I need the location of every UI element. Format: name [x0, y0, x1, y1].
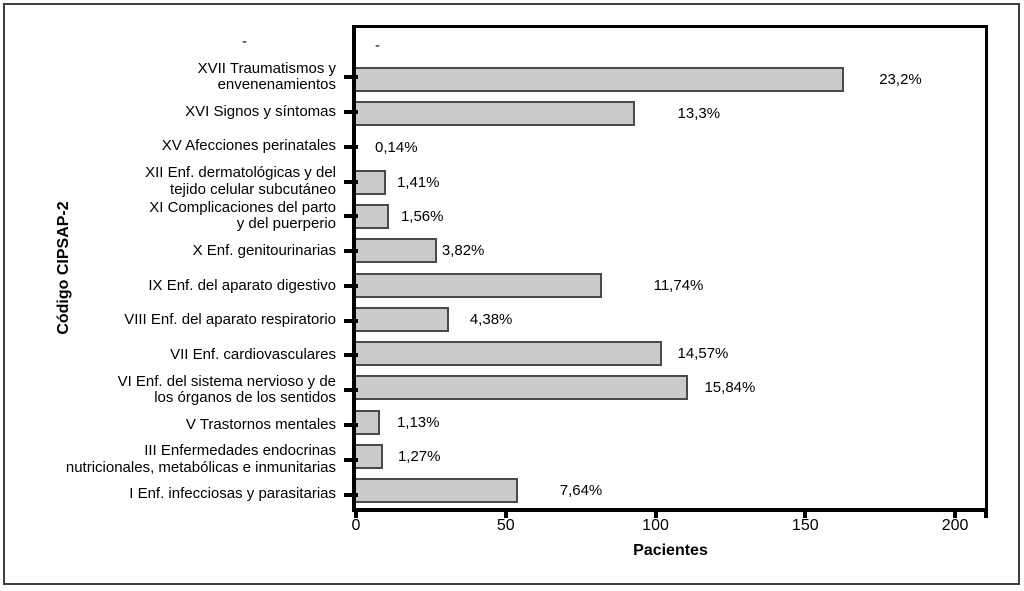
- bar-value-label: 14,57%: [677, 345, 729, 363]
- category-label: V Trastornos mentales: [185, 415, 336, 433]
- bar: [356, 66, 845, 92]
- bar: [356, 101, 635, 127]
- x-axis-tick: [354, 508, 358, 518]
- x-axis-tick: [803, 508, 808, 518]
- bar: [356, 341, 662, 367]
- category-row: I Enf. infecciosas y parasitarias: [0, 477, 358, 512]
- y-axis-tick: [344, 179, 358, 184]
- y-axis-tick: [344, 353, 358, 358]
- bar-row: 11,74%: [356, 268, 985, 302]
- bar: [356, 375, 689, 401]
- x-axis-tick-label: 150: [791, 517, 819, 534]
- bar: [356, 238, 437, 264]
- x-axis-end-tick: [984, 508, 988, 518]
- category-label: -: [242, 33, 247, 51]
- category-label: VII Enf. cardiovasculares: [170, 346, 336, 364]
- category-row: VII Enf. cardiovasculares: [0, 338, 358, 373]
- bar-value-label: 1,41%: [396, 173, 440, 191]
- bar-row: 23,2%: [356, 62, 985, 96]
- y-axis-tick: [344, 75, 358, 80]
- y-axis-tick: [344, 214, 358, 219]
- bar: [356, 272, 602, 298]
- bar-row: 1,13%: [356, 405, 985, 439]
- category-row: III Enfermedades endocrinas nutricionale…: [0, 442, 358, 477]
- y-axis-tick: [344, 144, 358, 149]
- y-axis-tick: [344, 457, 358, 462]
- bar-value-label: 11,74%: [653, 276, 704, 294]
- bar-row: 4,38%: [356, 302, 985, 336]
- bar-value-label: 15,84%: [704, 379, 756, 397]
- category-labels: - XVII Traumatismos y envenenamientos XV…: [0, 25, 358, 512]
- x-axis-tick-label: 50: [496, 517, 515, 534]
- bar-value-label: 1,27%: [397, 448, 441, 466]
- category-label: VIII Enf. del aparato respiratorio: [124, 311, 336, 329]
- bar-value-label: 7,64%: [559, 482, 603, 500]
- y-axis-tick: [344, 388, 358, 393]
- x-axis-tick: [653, 508, 658, 518]
- bar-value-label: 1,13%: [396, 413, 440, 431]
- category-label: VI Enf. del sistema nervioso y de los ór…: [117, 372, 336, 407]
- bar: [356, 444, 383, 470]
- bar: [356, 478, 518, 504]
- category-label: IX Enf. del aparato digestivo: [148, 276, 336, 294]
- bar: [356, 169, 386, 195]
- bar-value-label: 23,2%: [879, 70, 922, 88]
- category-label: XVII Traumatismos y envenenamientos: [197, 59, 336, 94]
- y-axis-tick: [344, 318, 358, 323]
- bar-row: 14,57%: [356, 337, 985, 371]
- bar-row: 1,41%: [356, 165, 985, 199]
- category-label: III Enfermedades endocrinas nutricionale…: [65, 442, 336, 476]
- bar: [356, 306, 449, 332]
- category-row: V Trastornos mentales: [0, 408, 358, 443]
- category-row: XVII Traumatismos y envenenamientos: [0, 59, 358, 95]
- category-label: XI Complicaciones del parto y del puerpe…: [149, 198, 336, 233]
- category-row: XII Enf. dermatológicas y del tejido cel…: [0, 164, 358, 199]
- y-axis-tick: [344, 422, 358, 427]
- y-axis-tick: [344, 283, 358, 288]
- x-axis-tick-label: 0: [351, 517, 361, 534]
- bar-row: 3,82%: [356, 234, 985, 268]
- category-row: XV Afecciones perinatales: [0, 129, 358, 164]
- x-axis-tick-label: 200: [941, 517, 969, 534]
- bar-value-label: 13,3%: [677, 105, 721, 123]
- bar-row: 1,27%: [356, 439, 985, 473]
- category-row: VI Enf. del sistema nervioso y de los ór…: [0, 372, 358, 408]
- bar-row: 7,64%: [356, 474, 985, 508]
- category-row: -: [0, 25, 352, 60]
- category-label: XV Afecciones perinatales: [161, 137, 336, 155]
- x-axis-title: Pacientes: [633, 542, 708, 559]
- bar-value-label: 0,14%: [375, 139, 418, 157]
- category-row: IX Enf. del aparato digestivo: [0, 268, 358, 303]
- bar-row: 13,3%: [356, 97, 985, 131]
- bar-value-label: 1,56%: [400, 208, 444, 226]
- x-axis-tick-label: 100: [642, 517, 669, 534]
- category-label: XVI Signos y síntomas: [185, 102, 336, 120]
- bar-value-label: -: [375, 36, 380, 54]
- category-row: XVI Signos y síntomas: [0, 95, 358, 130]
- bar-row: 15,84%: [356, 371, 985, 405]
- bar-row: 0,14%: [356, 131, 985, 165]
- category-label: I Enf. infecciosas y parasitarias: [129, 485, 336, 503]
- y-axis-tick: [344, 109, 358, 114]
- category-label: X Enf. genitourinarias: [192, 241, 336, 259]
- x-axis-tick: [503, 508, 508, 518]
- bar: [356, 204, 389, 230]
- bar-row: 1,56%: [356, 199, 985, 233]
- bar: [356, 409, 380, 435]
- bar-rows: - 23,2% 13,3% 0,14% 1,41% 1,56% 3,82% 11…: [356, 28, 985, 508]
- y-axis-tick: [344, 492, 358, 497]
- category-row: XI Complicaciones del parto y del puerpe…: [0, 198, 358, 234]
- bar-value-label: 4,38%: [469, 310, 513, 328]
- bar-value-label: 3,82%: [441, 242, 485, 260]
- x-axis-tick: [953, 508, 958, 518]
- category-label: XII Enf. dermatológicas y del tejido cel…: [145, 164, 336, 198]
- category-row: X Enf. genitourinarias: [0, 234, 358, 269]
- category-row: VIII Enf. del aparato respiratorio: [0, 303, 358, 338]
- bar-row: -: [356, 28, 985, 62]
- y-axis-tick: [344, 249, 358, 254]
